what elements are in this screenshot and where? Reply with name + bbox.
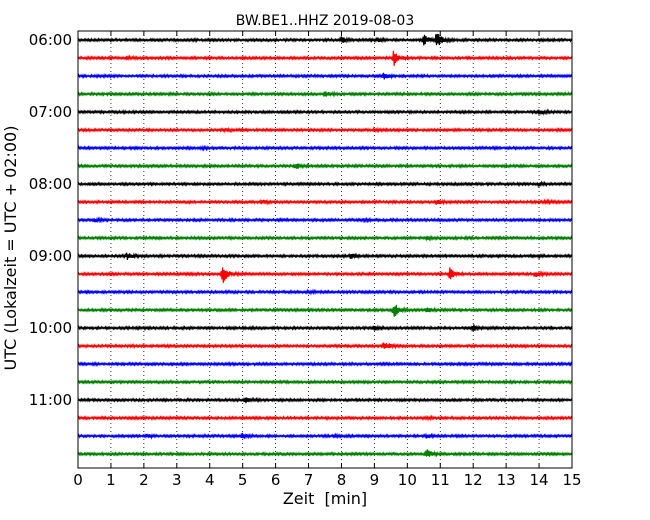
x-tick-label: 9 [370,471,380,489]
x-axis-label: Zeit [min] [283,489,367,508]
trace-1030 [77,361,573,367]
x-tick-label: 3 [172,471,182,489]
grid [110,31,540,468]
trace-0730 [77,144,573,152]
trace-0715 [77,126,573,134]
trace-1100 [77,396,573,404]
trace-1000 [77,324,573,332]
x-tick-label: 2 [139,471,149,489]
x-tick-label: 11 [431,471,450,489]
trace-0930 [77,288,573,296]
y-tick-label: 06:00 [29,31,72,49]
trace-1115 [77,414,573,422]
y-tick-label: 11:00 [29,391,72,409]
x-tick-label: 4 [205,471,215,489]
x-tick-label: 6 [271,471,281,489]
x-tick-label: 8 [337,471,347,489]
chart-title: BW.BE1..HHZ 2019-08-03 [236,13,415,29]
trace-0830 [77,216,573,224]
x-tick-label: 10 [398,471,417,489]
x-tick-label: 5 [238,471,248,489]
y-tick-label: 07:00 [29,103,72,121]
traces [77,33,573,458]
trace-1130 [77,432,573,440]
y-tick-label: 10:00 [29,319,72,337]
trace-0945 [77,304,573,317]
trace-0745 [77,162,573,170]
trace-0845 [77,234,573,242]
y-tick-label: 09:00 [29,247,72,265]
trace-0600 [77,33,573,46]
x-tick-label: 12 [464,471,483,489]
y-axis: 06:00 07:00 08:00 09:00 10:00 11:00 [29,31,572,409]
y-axis-label: UTC (Lokalzeit = UTC + 02:00) [1,126,20,371]
plot-frame [77,30,573,469]
trace-0630 [77,72,573,80]
trace-0915 [77,267,573,283]
x-tick-label: 15 [562,471,581,489]
x-tick-label: 14 [530,471,549,489]
trace-0615 [77,50,573,66]
y-tick-label: 08:00 [29,175,72,193]
trace-0815 [77,198,573,206]
trace-0800 [77,180,573,189]
x-tick-label: 1 [106,471,116,489]
trace-1145 [77,449,573,458]
x-tick-label: 7 [304,471,314,489]
x-axis: 0 1 2 3 4 5 6 7 8 9 10 11 12 13 14 15 [73,31,582,489]
trace-0900 [77,252,573,261]
x-tick-label: 13 [497,471,516,489]
trace-1015 [77,342,573,350]
trace-0700 [77,108,573,116]
trace-1045 [77,378,573,385]
x-tick-label: 0 [73,471,83,489]
trace-0645 [77,90,573,98]
